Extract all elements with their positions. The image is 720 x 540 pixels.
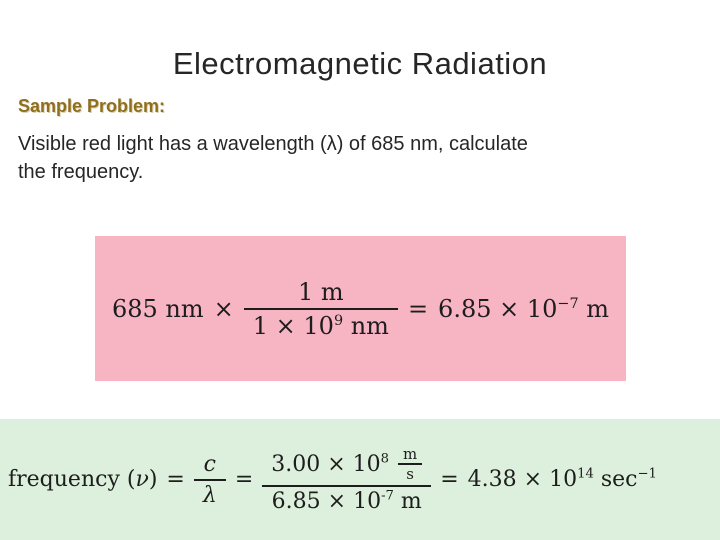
eq2-den-unit: m	[393, 489, 422, 514]
eq1-fraction-bar	[243, 307, 398, 310]
multiply-sign: ×	[213, 294, 234, 323]
c-lambda-fraction-bar	[193, 478, 226, 481]
eq2-label-text: frequency (	[8, 467, 136, 492]
eq2-equals-2: =	[234, 467, 254, 492]
eq2-equals-1: =	[166, 467, 185, 492]
speed-of-light-symbol: c	[203, 451, 216, 477]
eq1-den-base: 1 × 10	[252, 311, 334, 340]
eq2-result-unit-exponent: −1	[637, 466, 657, 482]
c-over-lambda-fraction: c λ	[193, 451, 226, 509]
eq2-label: frequency (ν)	[8, 467, 157, 492]
slide-title: Electromagnetic Radiation	[172, 46, 548, 81]
lambda-symbol: λ	[202, 482, 217, 508]
eq2-big-fraction-bar	[262, 485, 432, 487]
problem-text: Visible red light has a wavelength (λ) o…	[18, 131, 528, 186]
eq1-equals-sign: =	[407, 294, 429, 323]
nu-symbol: ν	[135, 467, 149, 492]
eq2-label-close: )	[148, 467, 158, 492]
eq2-big-numerator: 3.00 × 108 m s	[262, 444, 431, 484]
m-s-fraction-bar	[398, 463, 423, 465]
m-per-s-fraction: m s	[398, 445, 423, 483]
eq1-denominator: 1 × 109 nm	[244, 311, 398, 341]
eq1-value: 685 nm	[111, 294, 204, 323]
problem-text-line1: Visible red light has a wavelength (λ) o…	[18, 133, 528, 155]
eq2-den-exponent: -7	[381, 488, 394, 504]
eq2-result-unit: sec	[593, 467, 638, 492]
eq2-result-coeff: 4.38 × 10	[467, 467, 578, 492]
conversion-equation-box: 685 nm × 1 m 1 × 109 nm = 6.85 × 10−7 m	[95, 236, 626, 381]
meters-unit: m	[403, 445, 418, 463]
eq1-fraction: 1 m 1 × 109 nm	[243, 277, 398, 341]
eq1-result: 6.85 × 10−7 m	[438, 295, 609, 323]
eq1-result-unit: m	[578, 294, 609, 323]
eq2-big-denominator: 6.85 × 10-7 m	[263, 488, 431, 515]
eq1-result-exponent: −7	[557, 295, 579, 312]
problem-text-line2: the frequency.	[18, 160, 144, 183]
eq2-result-exponent: 14	[577, 466, 594, 482]
eq1-den-unit: nm	[343, 311, 389, 340]
eq1-result-base: 6.85 × 10	[438, 294, 558, 323]
eq2-big-fraction: 3.00 × 108 m s 6.85 × 10-7 m	[262, 444, 432, 515]
eq2-equals-3: =	[440, 467, 459, 492]
eq2-result: 4.38 × 1014 sec−1	[468, 467, 657, 492]
frequency-equation-box: frequency (ν) = c λ = 3.00 × 108 m s 6.8…	[0, 419, 720, 540]
eq1-numerator: 1 m	[298, 277, 344, 306]
sample-problem-label: Sample Problem:	[18, 96, 166, 116]
eq2-den-coeff: 6.85 × 10	[271, 489, 382, 514]
eq2-num-coeff: 3.00 × 10	[271, 451, 381, 477]
eq2-num-value: 3.00 × 108	[271, 452, 389, 477]
eq2-num-exponent: 8	[380, 451, 390, 467]
seconds-unit: s	[406, 465, 414, 483]
eq1-den-exponent: 9	[333, 312, 344, 329]
